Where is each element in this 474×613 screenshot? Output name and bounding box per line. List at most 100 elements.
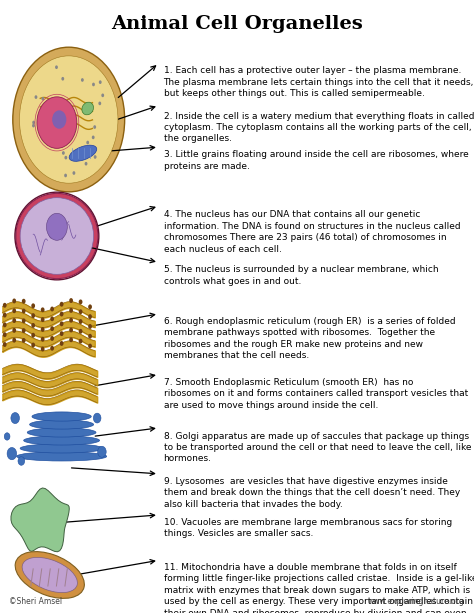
Circle shape — [31, 303, 35, 308]
Circle shape — [99, 102, 101, 105]
Circle shape — [62, 151, 65, 155]
Ellipse shape — [22, 557, 77, 593]
Circle shape — [41, 97, 44, 101]
Text: 6. Rough endoplasmic reticulum (rough ER)  is a series of folded
membrane pathwa: 6. Rough endoplasmic reticulum (rough ER… — [164, 317, 455, 360]
Text: 2. Inside the cell is a watery medium that everything floats in called
cytoplasm: 2. Inside the cell is a watery medium th… — [164, 112, 474, 143]
Text: 11. Mitochondria have a double membrane that folds in on itself
forming little f: 11. Mitochondria have a double membrane … — [164, 563, 474, 613]
Circle shape — [41, 327, 45, 332]
Circle shape — [3, 303, 7, 308]
Circle shape — [22, 318, 26, 323]
Circle shape — [31, 333, 35, 338]
Ellipse shape — [32, 412, 91, 421]
Circle shape — [94, 155, 97, 159]
Circle shape — [41, 346, 45, 351]
Polygon shape — [11, 488, 69, 552]
Circle shape — [12, 338, 16, 343]
Circle shape — [92, 135, 95, 139]
Circle shape — [84, 162, 87, 166]
Circle shape — [41, 317, 45, 322]
Ellipse shape — [20, 444, 103, 453]
Circle shape — [92, 83, 95, 86]
Circle shape — [79, 338, 82, 343]
Circle shape — [79, 329, 82, 333]
Circle shape — [31, 313, 35, 318]
Text: 8. Golgi apparatus are made up of saccules that package up things
to be transpor: 8. Golgi apparatus are made up of saccul… — [164, 432, 471, 463]
Circle shape — [60, 302, 64, 306]
Circle shape — [32, 121, 35, 124]
Circle shape — [98, 446, 106, 457]
Ellipse shape — [17, 452, 107, 461]
Circle shape — [37, 97, 77, 148]
Circle shape — [61, 77, 64, 80]
Circle shape — [4, 433, 10, 440]
Circle shape — [79, 299, 82, 304]
Circle shape — [88, 314, 92, 319]
Circle shape — [69, 318, 73, 322]
Circle shape — [79, 309, 82, 314]
Circle shape — [64, 173, 67, 177]
Circle shape — [55, 66, 58, 69]
Text: Animal Cell Organelles: Animal Cell Organelles — [111, 15, 363, 33]
Circle shape — [52, 110, 66, 129]
Circle shape — [88, 334, 92, 339]
Circle shape — [69, 298, 73, 303]
Ellipse shape — [16, 194, 98, 278]
Circle shape — [50, 306, 54, 311]
Circle shape — [22, 338, 26, 343]
Circle shape — [73, 171, 75, 175]
Text: 7. Smooth Endoplasmic Reticulum (smooth ER)  has no
ribosomes on it and forms co: 7. Smooth Endoplasmic Reticulum (smooth … — [164, 378, 468, 409]
Circle shape — [12, 328, 16, 333]
Circle shape — [50, 326, 54, 331]
Circle shape — [7, 447, 17, 460]
Text: ©Sheri Amsel: ©Sheri Amsel — [9, 596, 63, 606]
Circle shape — [101, 94, 104, 97]
Text: www.exploringnature.org: www.exploringnature.org — [368, 596, 465, 606]
Circle shape — [60, 311, 64, 316]
Circle shape — [31, 323, 35, 328]
Circle shape — [60, 341, 64, 346]
Circle shape — [3, 313, 7, 318]
Circle shape — [19, 56, 118, 183]
Circle shape — [11, 413, 19, 424]
Circle shape — [60, 331, 64, 336]
Circle shape — [86, 141, 89, 145]
Circle shape — [88, 344, 92, 349]
Text: 10. Vacuoles are membrane large membranous sacs for storing
things. Vesicles are: 10. Vacuoles are membrane large membrano… — [164, 518, 452, 538]
Circle shape — [50, 346, 54, 351]
Text: 1. Each cell has a protective outer layer – the plasma membrane.
The plasma memb: 1. Each cell has a protective outer laye… — [164, 66, 474, 98]
Text: 3. Little grains floating around inside the cell are ribosomes, where
proteins a: 3. Little grains floating around inside … — [164, 150, 468, 170]
Circle shape — [88, 324, 92, 329]
Text: 4. The nucleus has our DNA that contains all our genetic
information. The DNA is: 4. The nucleus has our DNA that contains… — [164, 210, 460, 254]
Circle shape — [22, 308, 26, 313]
Circle shape — [22, 328, 26, 333]
Circle shape — [50, 316, 54, 321]
Circle shape — [31, 343, 35, 348]
Circle shape — [41, 337, 45, 341]
Circle shape — [13, 47, 125, 192]
Ellipse shape — [69, 145, 97, 161]
Circle shape — [93, 413, 101, 423]
Ellipse shape — [29, 420, 94, 429]
Circle shape — [93, 125, 96, 129]
Circle shape — [3, 342, 7, 347]
Circle shape — [22, 299, 26, 303]
Ellipse shape — [15, 552, 84, 598]
Text: 5. The nucleus is surrounded by a nuclear membrane, which
controls what goes in : 5. The nucleus is surrounded by a nuclea… — [164, 265, 438, 286]
Circle shape — [3, 332, 7, 337]
Circle shape — [18, 457, 25, 465]
Circle shape — [3, 322, 7, 327]
Circle shape — [41, 307, 45, 312]
Ellipse shape — [20, 197, 93, 275]
Circle shape — [12, 318, 16, 323]
Circle shape — [64, 156, 67, 159]
Ellipse shape — [27, 428, 96, 437]
Text: 9. Lysosomes  are vesicles that have digestive enzymes inside
them and break dow: 9. Lysosomes are vesicles that have dige… — [164, 477, 460, 509]
Circle shape — [99, 80, 101, 84]
Circle shape — [50, 336, 54, 341]
Circle shape — [81, 78, 84, 82]
Circle shape — [79, 319, 82, 324]
Circle shape — [88, 305, 92, 310]
Circle shape — [12, 299, 16, 303]
Circle shape — [69, 337, 73, 342]
Ellipse shape — [82, 102, 93, 115]
